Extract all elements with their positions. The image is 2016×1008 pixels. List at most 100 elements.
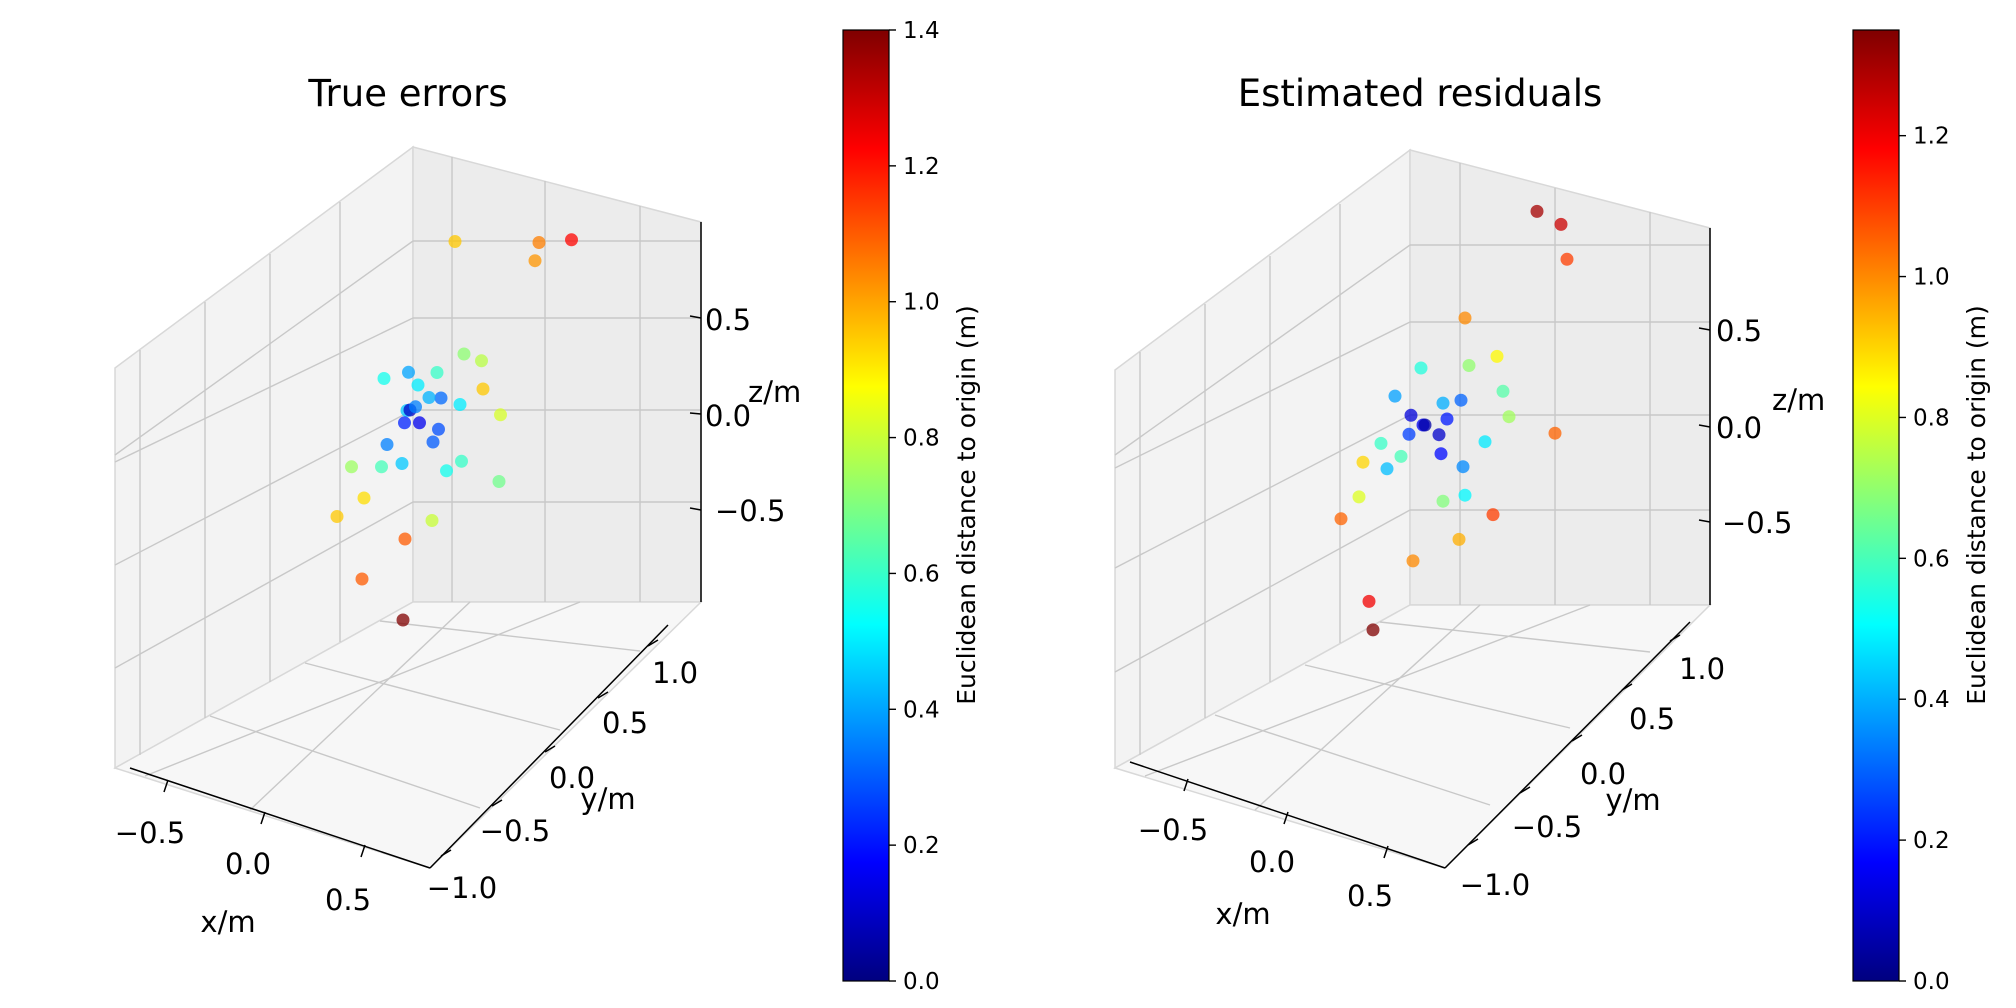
data-point (396, 613, 410, 627)
x-tick-mark (360, 844, 366, 858)
colorbar (1852, 29, 1900, 982)
data-point (1554, 217, 1568, 231)
data-point (1490, 349, 1504, 363)
data-point (1436, 494, 1450, 508)
colorbar-tick-label: 0.6 (1913, 546, 1950, 572)
x-tick-label: 0.5 (325, 883, 371, 917)
x-tick-mark (163, 779, 169, 793)
x-tick-label: 0.5 (1347, 879, 1393, 913)
colorbar-tick-label: 1.2 (903, 154, 940, 180)
data-point (430, 366, 444, 379)
data-point (375, 460, 388, 474)
colorbar-tick-label: 1.0 (1913, 265, 1950, 291)
estimated-residuals-plot: Estimated residuals (1113, 29, 1991, 995)
z-tick-label: −0.5 (715, 494, 785, 528)
data-point (1456, 460, 1470, 474)
true-errors-plot: True errors (113, 18, 981, 995)
data-point (453, 398, 467, 411)
data-point (409, 400, 422, 414)
chart-title: True errors (307, 72, 507, 115)
x-axis-label: x/m (200, 905, 255, 939)
colorbar-label: Euclidean distance to origin (m) (1962, 305, 1991, 705)
data-point (1356, 455, 1370, 469)
data-point (402, 365, 415, 379)
colorbar (842, 29, 890, 982)
data-point (1388, 389, 1402, 403)
y-tick-label: 1.0 (1679, 652, 1725, 686)
y-tick-mark (597, 691, 609, 699)
colorbar-ticks: 0.0 0.2 0.4 0.6 0.8 1.0 1.2 (1899, 124, 1950, 995)
data-point (398, 532, 412, 546)
data-point (1560, 252, 1574, 266)
y-tick-mark (544, 745, 556, 753)
z-tick-mark (1698, 327, 1711, 331)
data-point (476, 382, 490, 396)
z-tick-label: 0.5 (1716, 314, 1762, 348)
data-point (395, 457, 409, 470)
data-point (1418, 418, 1432, 432)
data-point (1362, 594, 1376, 608)
data-point (330, 510, 344, 523)
y-tick-label: 0.5 (602, 706, 648, 740)
y-axis-label: y/m (580, 782, 635, 816)
x-tick-mark (1283, 811, 1289, 825)
y-tick-mark (1519, 786, 1531, 794)
colorbar-tick-label: 1.0 (903, 290, 940, 316)
colorbar-tick-label: 1.4 (903, 18, 940, 44)
z-tick-mark (1698, 519, 1711, 523)
x-tick-label: 0.0 (225, 847, 271, 881)
x-tick-label: −0.5 (115, 816, 185, 850)
x-tick-label: −0.5 (1138, 813, 1208, 847)
data-point (492, 475, 506, 488)
x-tick-mark (1183, 778, 1189, 792)
y-tick-label: −1.0 (1460, 868, 1530, 902)
data-point (1334, 512, 1348, 526)
z-tick-mark (689, 507, 702, 511)
grid-lines (1114, 163, 1710, 811)
z-axis-label: z/m (1772, 383, 1825, 417)
colorbar-tick-label: 0.8 (1913, 405, 1950, 431)
y-axis-line (429, 624, 669, 869)
colorbar-tick-label: 0.2 (903, 833, 940, 859)
grid-lines (114, 157, 701, 811)
z-tick-label: −0.5 (1722, 506, 1792, 540)
scatter-points (330, 233, 578, 627)
z-tick-mark (689, 412, 702, 415)
y-tick-label: 0.5 (1629, 702, 1675, 736)
y-tick-mark (440, 849, 452, 857)
data-point (411, 378, 425, 392)
data-point (457, 347, 471, 361)
z-tick-mark (1698, 424, 1711, 428)
back-pane (412, 146, 702, 603)
z-tick-label: 0.0 (705, 399, 751, 433)
data-point (1496, 384, 1510, 398)
y-tick-label: −0.5 (480, 814, 550, 848)
data-point (1440, 412, 1454, 426)
x-axis-line (129, 767, 431, 869)
y-tick-mark (647, 639, 659, 647)
data-point (475, 354, 488, 368)
data-point (345, 460, 358, 474)
data-point (380, 438, 394, 451)
y-tick-label: 0.0 (549, 761, 595, 795)
data-point (455, 454, 468, 468)
data-point (1478, 435, 1492, 449)
y-tick-label: −1.0 (427, 871, 497, 905)
data-point (494, 408, 507, 422)
data-point (1452, 532, 1466, 546)
y-tick-mark (1571, 734, 1583, 742)
data-point (1432, 428, 1446, 442)
data-point (440, 464, 453, 478)
data-point (1454, 393, 1468, 407)
y-tick-mark (1467, 838, 1479, 846)
x-axis-label: x/m (1215, 897, 1270, 931)
y-tick-mark (491, 799, 503, 807)
data-point (565, 233, 578, 247)
colorbar-tick-label: 0.2 (1913, 828, 1950, 854)
data-point (1402, 427, 1416, 441)
y-tick-label: 0.0 (1580, 757, 1626, 791)
x-tick-mark (260, 811, 266, 825)
z-axis-label: z/m (748, 375, 801, 409)
data-point (1502, 410, 1516, 424)
data-point (528, 254, 542, 268)
